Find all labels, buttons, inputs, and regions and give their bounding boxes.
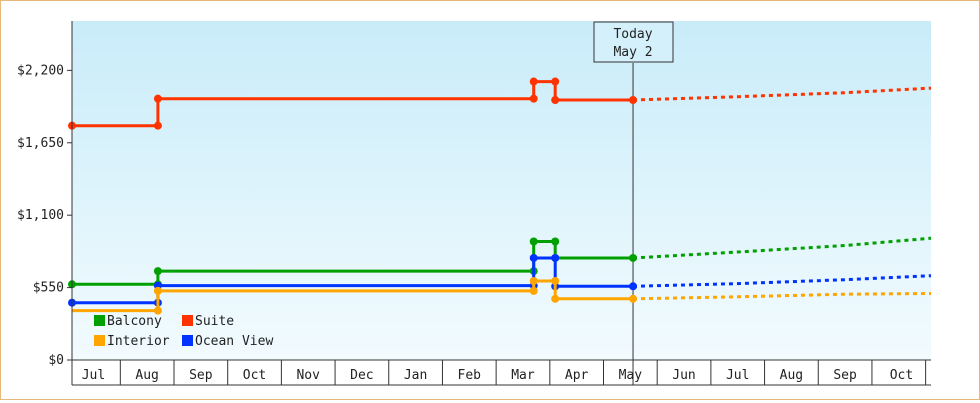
x-tick-label: Nov [296, 368, 320, 383]
data-point [529, 94, 538, 103]
data-point [529, 237, 538, 246]
data-point [629, 282, 638, 291]
data-point [551, 294, 560, 303]
today-callout-box [593, 21, 674, 63]
x-tick-label: Jul [726, 368, 749, 383]
y-tick-label: $1,100 [17, 208, 64, 223]
plot-background [72, 21, 931, 360]
today-callout: Today May 2 [593, 21, 674, 63]
data-point [529, 277, 538, 286]
legend-swatch [182, 315, 193, 326]
x-tick-label: Sep [189, 368, 213, 383]
x-tick-label: Jun [672, 368, 695, 383]
x-tick-label: Dec [350, 368, 373, 383]
data-point [551, 253, 560, 262]
x-tick-label: Jul [82, 368, 105, 383]
data-point [153, 94, 162, 103]
data-point [529, 253, 538, 262]
y-tick-label: $2,200 [17, 63, 64, 78]
x-tick-label: Apr [565, 368, 589, 383]
x-tick-label: Jan [404, 368, 427, 383]
legend-swatch [94, 335, 105, 346]
y-tick-label: $550 [33, 281, 64, 296]
x-tick-label: Feb [458, 368, 482, 383]
legend-swatch [182, 335, 193, 346]
legend-swatch [94, 315, 105, 326]
data-point [551, 95, 560, 104]
x-tick-label: Aug [780, 368, 803, 383]
data-point [529, 77, 538, 86]
legend-item: Interior [94, 334, 170, 349]
legend-label: Interior [107, 334, 170, 349]
data-point [153, 267, 162, 276]
legend-item: Ocean View [182, 334, 273, 349]
y-tick-label: $0 [48, 353, 64, 368]
data-point [551, 77, 560, 86]
data-point [153, 306, 162, 315]
data-point [153, 286, 162, 295]
data-point [629, 294, 638, 303]
legend-label: Ocean View [195, 334, 273, 349]
data-point [551, 237, 560, 246]
legend-item: Suite [182, 314, 234, 329]
x-tick-label: Sep [833, 368, 857, 383]
series-interior [72, 277, 932, 315]
legend-item: Balcony [94, 314, 162, 329]
x-tick-label: Oct [243, 368, 266, 383]
data-point [153, 121, 162, 130]
data-point [629, 253, 638, 262]
x-tick-label: May [619, 368, 643, 383]
legend-label: Balcony [107, 314, 162, 329]
today-date: May 2 [613, 45, 652, 60]
data-point [629, 95, 638, 104]
x-tick-label: Oct [890, 368, 913, 383]
today-label: Today [613, 27, 652, 42]
data-point [551, 277, 560, 286]
x-tick-label: Mar [511, 368, 535, 383]
y-tick-label: $1,650 [17, 136, 64, 151]
x-tick-label: Aug [135, 368, 158, 383]
legend-label: Suite [195, 314, 234, 329]
series-suite [68, 77, 932, 130]
data-point [529, 286, 538, 295]
